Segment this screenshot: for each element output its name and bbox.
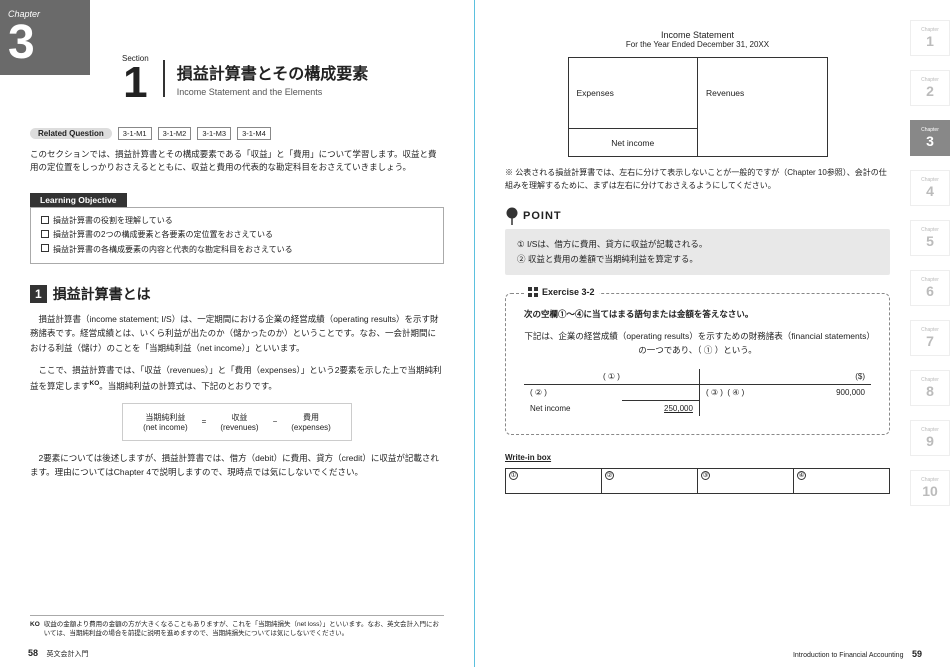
note-text: ※ 公表される損益計算書では、左右に分けて表示しないことが一般的ですが（Chap…	[505, 167, 890, 193]
point-body: ① I/Sは、借方に費用、貸方に収益が記載される。 ② 収益と費用の差額で当期純…	[505, 229, 890, 276]
side-tab-chapter-8[interactable]: Chapter8	[910, 370, 950, 406]
side-tab-chapter-10[interactable]: Chapter10	[910, 470, 950, 506]
equation-term: 当期純利益(net income)	[137, 412, 193, 432]
writein-row: ① ② ③ ④	[505, 468, 890, 494]
diagram-revenues-cell: Revenues	[698, 58, 827, 128]
table-cell: Net income	[524, 400, 622, 416]
learning-objective-header: Learning Objective	[30, 193, 127, 207]
right-page: Income Statement For the Year Ended Dece…	[475, 0, 950, 667]
intro-text: このセクションでは、損益計算書とその構成要素である「収益」と「費用」について学習…	[30, 148, 444, 175]
side-tab-chapter-6[interactable]: Chapter6	[910, 270, 950, 306]
pin-icon	[505, 207, 519, 225]
diagram-expenses-cell: Expenses	[569, 58, 699, 128]
related-question: Related Question 3-1-M1 3-1-M2 3-1-M3 3-…	[30, 127, 444, 140]
table-cell: 250,000	[622, 400, 699, 416]
left-page: Chapter 3 Section 1 損益計算書とその構成要素 Income …	[0, 0, 475, 667]
checkbox-icon	[41, 230, 49, 238]
side-tab-chapter-9[interactable]: Chapter9	[910, 420, 950, 456]
section-header: Section 1 損益計算書とその構成要素 Income Statement …	[122, 54, 444, 103]
chapter-number: 3	[8, 19, 90, 67]
paragraph-1: 損益計算書（income statement; I/S）は、一定期間における企業…	[30, 312, 444, 355]
exercise-instruction: 次の空欄①〜④に当てはまる語句または金額を答えなさい。	[524, 308, 871, 320]
learning-objective: Learning Objective 損益計算書の役割を理解している 損益計算書…	[30, 193, 444, 264]
table-cell	[622, 385, 699, 401]
heading-1-text: 損益計算書とは	[53, 284, 151, 304]
section-number-block: Section 1	[122, 54, 149, 103]
footnote-mark: KO	[30, 620, 40, 640]
table-cell	[795, 400, 872, 416]
side-tab-chapter-1[interactable]: Chapter1	[910, 20, 950, 56]
table-header: ( ① )	[524, 369, 699, 385]
income-statement-diagram: Expenses Revenues Net income	[568, 57, 828, 157]
related-tag: 3-1-M1	[118, 127, 152, 140]
heading-1: 1 損益計算書とは	[30, 284, 444, 304]
point-header: POINT	[505, 207, 890, 225]
chapter-tab: Chapter 3	[0, 0, 90, 75]
writein-cell: ③	[698, 469, 794, 493]
side-tab-chapter-3[interactable]: Chapter3	[910, 120, 950, 156]
section-sub-title: Income Statement and the Elements	[177, 87, 369, 97]
related-tag: 3-1-M2	[158, 127, 192, 140]
writein-cell: ④	[794, 469, 889, 493]
side-tab-chapter-5[interactable]: Chapter5	[910, 220, 950, 256]
side-chapter-tabs: Chapter1 Chapter2 Chapter3 Chapter4 Chapter5…	[910, 20, 950, 506]
learning-objective-item: 損益計算書の各構成要素の内容と代表的な勘定科目をおさえている	[41, 243, 433, 257]
diagram-netincome-blank	[698, 128, 827, 156]
book-title-left: 英文会計入門	[47, 651, 89, 658]
point-item: ② 収益と費用の差額で当期純利益を算定する。	[517, 252, 878, 267]
grid-icon	[528, 287, 538, 297]
page-number-left: 58 英文会計入門	[28, 648, 89, 659]
related-tag: 3-1-M3	[197, 127, 231, 140]
table-cell: ( ③ ) ( ④ )	[699, 385, 794, 401]
footnote-mark-inline: KO	[90, 380, 100, 387]
point-label: POINT	[523, 210, 562, 222]
diagram-title: Income Statement	[505, 30, 890, 40]
footnote: KO 収益の金額より費用の金額の方が大きくなることもありますが、これを「当期純損…	[30, 615, 444, 640]
exercise-block: Exercise 3-2 次の空欄①〜④に当てはまる語句または金額を答えなさい。…	[505, 293, 890, 435]
related-label: Related Question	[30, 128, 112, 139]
footnote-text: 収益の金額より費用の金額の方が大きくなることもありますが、これを「当期純損失（n…	[44, 620, 444, 640]
diagram-netincome-cell: Net income	[569, 128, 699, 156]
writein-label: Write-in box	[505, 453, 890, 462]
exercise-label: Exercise 3-2	[542, 287, 595, 297]
paragraph-3: 2要素については後述しますが、損益計算書では、借方（debit）に費用、貸方（c…	[30, 451, 444, 480]
section-main-title: 損益計算書とその構成要素	[177, 60, 369, 84]
table-cell: 900,000	[795, 385, 872, 401]
writein-cell: ①	[506, 469, 602, 493]
table-header: ($)	[699, 369, 871, 385]
section-titles: 損益計算書とその構成要素 Income Statement and the El…	[163, 60, 369, 97]
writein-cell: ②	[602, 469, 698, 493]
page-number-right: Introduction to Financial Accounting 59	[793, 649, 922, 659]
equation-eq: =	[196, 412, 213, 432]
exercise-tab: Exercise 3-2	[524, 287, 599, 297]
equation-box: 当期純利益(net income) = 収益(revenues) − 費用(ex…	[122, 403, 352, 441]
point-item: ① I/Sは、借方に費用、貸方に収益が記載される。	[517, 237, 878, 252]
checkbox-icon	[41, 244, 49, 252]
equation-term: 収益(revenues)	[214, 412, 264, 432]
side-tab-chapter-4[interactable]: Chapter4	[910, 170, 950, 206]
learning-objective-item: 損益計算書の2つの構成要素と各要素の定位置をおさえている	[41, 228, 433, 242]
point-block: POINT ① I/Sは、借方に費用、貸方に収益が記載される。 ② 収益と費用の…	[505, 207, 890, 276]
related-tag: 3-1-M4	[237, 127, 271, 140]
checkbox-icon	[41, 216, 49, 224]
table-cell: ( ② )	[524, 385, 622, 401]
paragraph-2: ここで、損益計算書では、「収益（revenues）」と「費用（expenses）…	[30, 363, 444, 393]
learning-objective-item: 損益計算書の役割を理解している	[41, 214, 433, 228]
learning-objective-body: 損益計算書の役割を理解している 損益計算書の2つの構成要素と各要素の定位置をおさ…	[30, 207, 444, 264]
book-title-right: Introduction to Financial Accounting	[793, 652, 904, 659]
side-tab-chapter-7[interactable]: Chapter7	[910, 320, 950, 356]
heading-1-number: 1	[30, 285, 47, 303]
table-cell	[699, 400, 794, 416]
section-number: 1	[123, 63, 147, 103]
exercise-body: 下記は、企業の経営成績（operating results）を示すための財務諸表…	[524, 330, 871, 357]
equation-term: 費用(expenses)	[285, 412, 337, 432]
equation-minus: −	[267, 412, 284, 432]
side-tab-chapter-2[interactable]: Chapter2	[910, 70, 950, 106]
diagram-subtitle: For the Year Ended December 31, 20XX	[505, 40, 890, 49]
exercise-table: ( ① ) ($) ( ② ) ( ③ ) ( ④ ) 900,000 Net …	[524, 369, 871, 416]
